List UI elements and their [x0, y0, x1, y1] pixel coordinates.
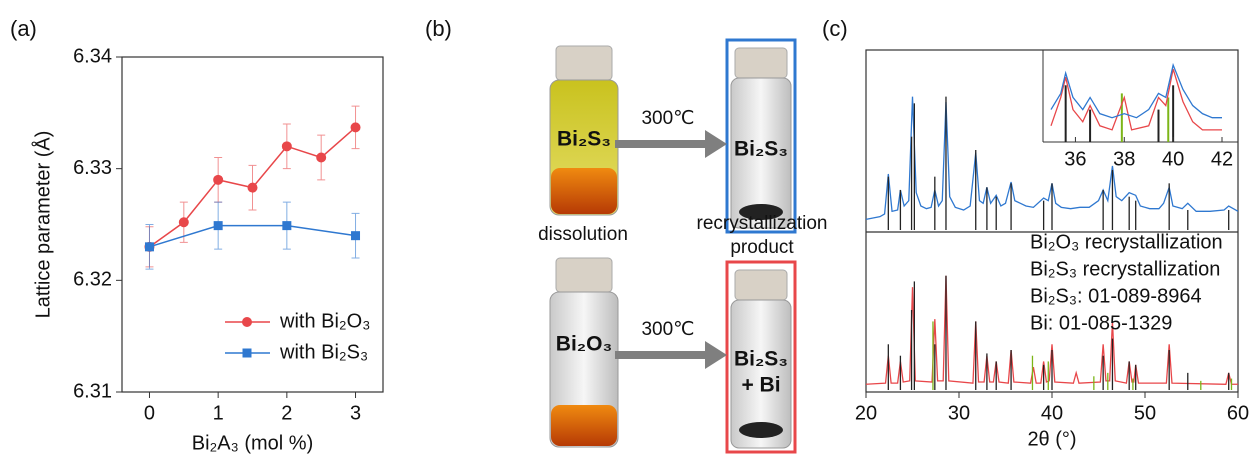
- x-tick-label: 36: [1064, 148, 1086, 170]
- y-tick-label: 6.33: [73, 157, 112, 179]
- y-tick-label: 6.34: [73, 45, 112, 67]
- vial-label: Bi₂S₃: [734, 138, 788, 161]
- caption: dissolution: [538, 224, 628, 245]
- x-tick-label: 40: [1162, 148, 1184, 170]
- panel-label: (c): [822, 16, 848, 41]
- x-tick-label: 40: [1041, 402, 1063, 424]
- vial-label: Bi₂S₃: [557, 128, 611, 151]
- arrow-label: 300℃: [641, 319, 694, 340]
- marker: [282, 141, 292, 151]
- caption: product: [730, 237, 794, 258]
- legend-label: Bi₂O₃ recrystallization: [1030, 231, 1223, 253]
- marker: [248, 183, 258, 193]
- series-line: [149, 226, 355, 247]
- vial: [727, 40, 795, 232]
- arrow-label: 300℃: [641, 108, 694, 129]
- x-tick-label: 20: [855, 402, 877, 424]
- y-tick-label: 6.31: [73, 380, 112, 402]
- marker: [351, 231, 360, 240]
- x-tick-label: 30: [948, 402, 970, 424]
- inset-background: [1043, 51, 1237, 143]
- x-tick-label: 38: [1113, 148, 1135, 170]
- x-axis-label: Bi₂A₃ (mol %): [192, 432, 313, 454]
- x-tick-label: 60: [1227, 402, 1249, 424]
- legend-label: with Bi₂S₃: [279, 341, 368, 363]
- marker: [179, 217, 189, 227]
- vial-label: + Bi: [741, 374, 780, 397]
- legend-label: with Bi₂O₃: [279, 310, 370, 332]
- panel-label: (b): [425, 16, 452, 41]
- marker: [316, 153, 326, 163]
- y-axis-label: Lattice parameter (Å): [31, 131, 54, 319]
- marker: [145, 242, 154, 251]
- legend-marker: [242, 317, 252, 327]
- x-tick-label: 1: [213, 402, 224, 424]
- marker: [351, 122, 361, 132]
- marker: [214, 221, 223, 230]
- x-tick-label: 2: [281, 402, 292, 424]
- caption: recrystallization: [697, 213, 828, 234]
- panel-label: (a): [10, 16, 37, 41]
- y-tick-label: 6.32: [73, 269, 112, 291]
- x-tick-label: 3: [350, 402, 361, 424]
- x-tick-label: 50: [1134, 402, 1156, 424]
- legend-marker: [243, 349, 252, 358]
- x-axis-label: 2θ (°): [1027, 428, 1076, 450]
- legend-label: Bi₂S₃: 01-089-8964: [1030, 285, 1202, 307]
- legend-label: Bi: 01-085-1329: [1030, 312, 1172, 334]
- vial-label: Bi₂S₃: [734, 348, 788, 371]
- x-tick-label: 42: [1211, 148, 1233, 170]
- marker: [213, 175, 223, 185]
- vial-label: Bi₂O₃: [556, 333, 612, 356]
- legend-label: Bi₂S₃ recrystallization: [1030, 258, 1220, 280]
- figure: (a) (b) (c) Bi₂S₃ Bi₂O₃ Bi₂S₃ Bi₂S₃ + Bi…: [0, 0, 1253, 457]
- x-tick-label: 0: [144, 402, 155, 424]
- marker: [282, 221, 291, 230]
